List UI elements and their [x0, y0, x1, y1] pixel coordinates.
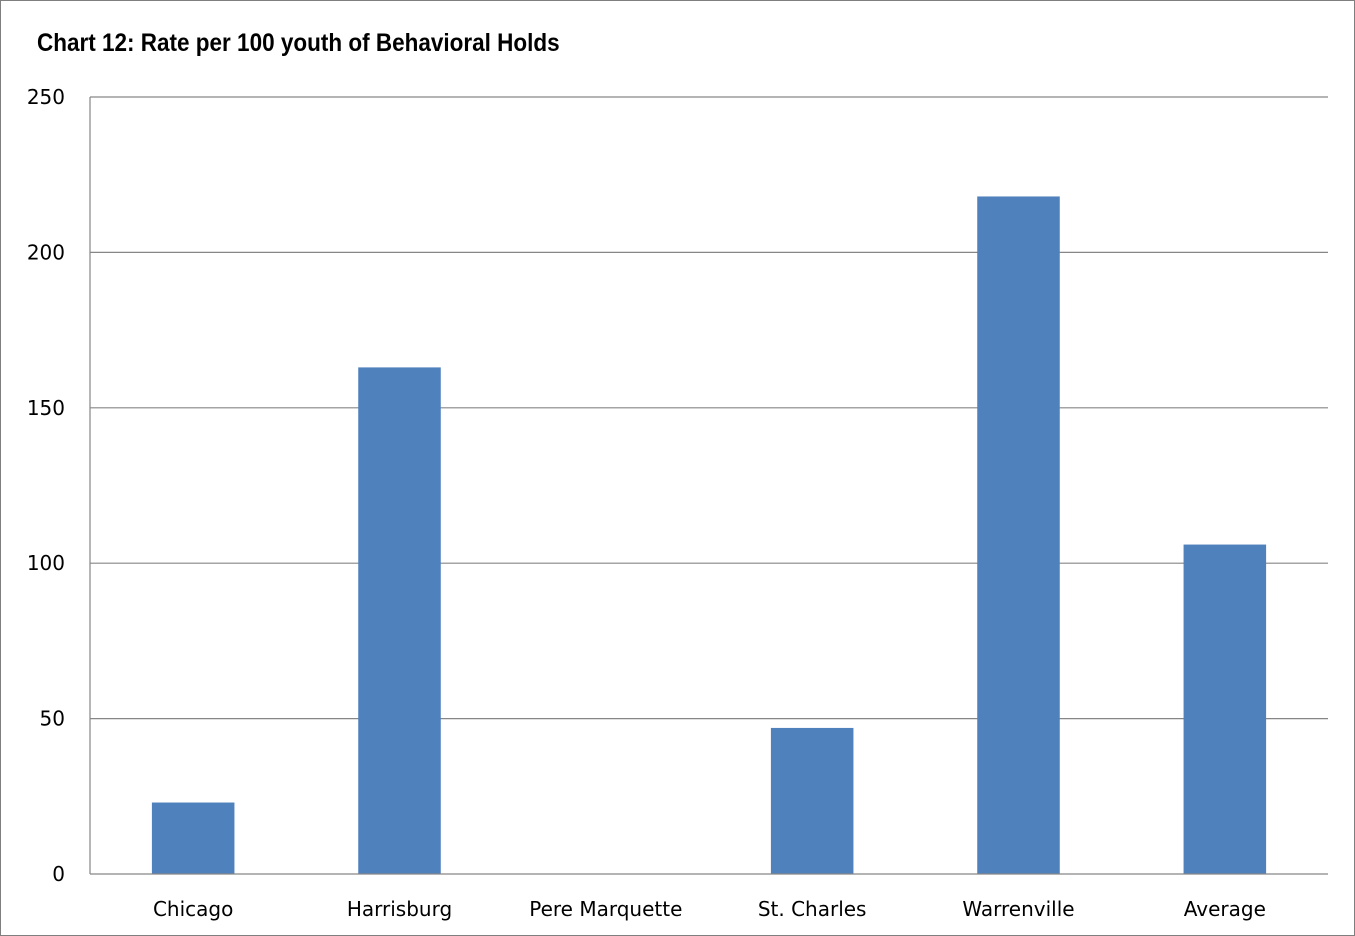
y-tick-label: 0	[52, 862, 65, 886]
bar	[977, 196, 1060, 874]
chart-title: Chart 12: Rate per 100 youth of Behavior…	[37, 29, 560, 57]
y-tick-label: 100	[27, 551, 65, 575]
bar	[1183, 544, 1267, 874]
x-tick-label: Pere Marquette	[529, 897, 682, 921]
x-tick-label: Harrisburg	[347, 897, 452, 921]
bar	[151, 802, 235, 874]
bar	[358, 367, 441, 874]
y-tick-label: 200	[27, 240, 65, 264]
x-tick-label: St. Charles	[758, 897, 867, 921]
y-tick-label: 50	[40, 707, 65, 731]
x-tick-label: Warrenville	[962, 897, 1074, 921]
x-tick-label: Chicago	[153, 897, 233, 921]
x-tick-label: Average	[1184, 897, 1266, 921]
y-tick-label: 150	[27, 396, 65, 420]
bar	[770, 727, 854, 874]
y-tick-label: 250	[27, 85, 65, 109]
